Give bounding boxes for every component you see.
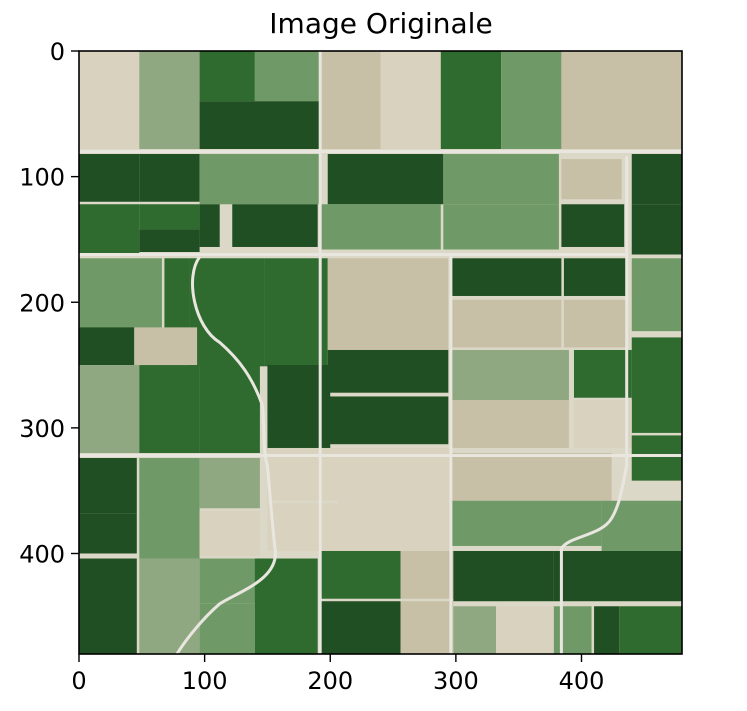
field-patch (327, 154, 444, 205)
y-tick-label: 400 (19, 541, 65, 569)
field-patch (453, 550, 554, 602)
field-patch (443, 204, 559, 250)
field-patch (199, 51, 255, 102)
field-patch (601, 500, 682, 551)
field-patch (443, 154, 559, 205)
x-tick-label: 400 (559, 667, 605, 695)
field-patch (400, 550, 454, 599)
field-patch (337, 500, 451, 551)
field-patch (619, 606, 682, 654)
field-patch (79, 154, 140, 202)
field-patches (79, 51, 682, 654)
axes-frame (78, 50, 683, 655)
road-line (175, 256, 277, 655)
field-patch (254, 51, 321, 102)
road-line (559, 156, 629, 654)
field-patch (440, 51, 502, 149)
field-patch (79, 51, 140, 149)
field-patch (232, 204, 318, 247)
field-patch (139, 365, 200, 453)
field-patch (139, 51, 200, 149)
field-patch (139, 558, 200, 654)
field-patch (561, 51, 682, 149)
y-tick-label: 200 (19, 289, 65, 317)
field-patch (264, 258, 328, 367)
field-patch (79, 204, 140, 255)
field-patch (134, 327, 198, 366)
figure-title: Image Originale (269, 7, 492, 40)
field-patch (199, 510, 260, 557)
field-patch (631, 435, 682, 481)
field-patch (267, 503, 338, 551)
field-patch (79, 327, 135, 366)
y-tick-label: 0 (50, 38, 65, 66)
field-patch (320, 51, 381, 149)
field-patch (563, 258, 627, 296)
field-patch (254, 558, 318, 654)
field-patch (380, 51, 441, 149)
aerial-image (79, 51, 682, 655)
field-patch (139, 458, 200, 559)
field-patch (199, 458, 260, 509)
field-patch (320, 204, 441, 250)
field-patch (561, 204, 625, 247)
field-patch (594, 606, 620, 654)
field-patch (631, 154, 682, 205)
y-tick-label: 300 (19, 415, 65, 443)
field-patch (327, 258, 449, 352)
field-patch (631, 258, 682, 332)
field-patch (79, 513, 137, 554)
road-lines (79, 51, 682, 655)
field-patch (164, 258, 190, 329)
x-tick-label: 100 (182, 667, 228, 695)
field-patch (501, 51, 562, 149)
field-patch (139, 154, 200, 202)
field-patch (199, 204, 220, 247)
field-patch (450, 349, 569, 401)
field-patch (139, 229, 200, 252)
x-axis-ticks: 0 100 200 300 400 (71, 654, 604, 695)
field-patch (79, 258, 162, 329)
field-patch (553, 606, 592, 654)
field-patch (199, 101, 321, 149)
field-patch (139, 204, 200, 230)
field-patch (573, 400, 632, 448)
field-patch (327, 349, 449, 393)
field-patch (496, 606, 554, 654)
field-patch (79, 365, 140, 453)
field-patch (199, 603, 255, 654)
field-patch (450, 453, 612, 501)
field-patch (320, 601, 401, 654)
field-patch (199, 154, 321, 205)
field-patch (450, 258, 562, 296)
field-patch (327, 396, 449, 445)
field-patch (561, 159, 622, 200)
field-patch (631, 337, 682, 433)
field-patch (450, 400, 569, 448)
y-axis-ticks: 0 100 200 300 400 (19, 38, 79, 569)
field-patch (400, 601, 454, 654)
field-patch (79, 458, 137, 514)
field-patch (320, 550, 401, 599)
x-tick-label: 200 (307, 667, 353, 695)
y-tick-label: 100 (19, 164, 65, 192)
field-patch (631, 204, 682, 255)
field-patch (79, 558, 137, 654)
x-tick-label: 0 (71, 667, 86, 695)
field-patch (450, 299, 562, 348)
field-patch (453, 606, 497, 654)
field-patch (573, 349, 632, 398)
field-patch (553, 550, 682, 602)
field-patch (563, 299, 627, 348)
x-tick-label: 300 (433, 667, 479, 695)
